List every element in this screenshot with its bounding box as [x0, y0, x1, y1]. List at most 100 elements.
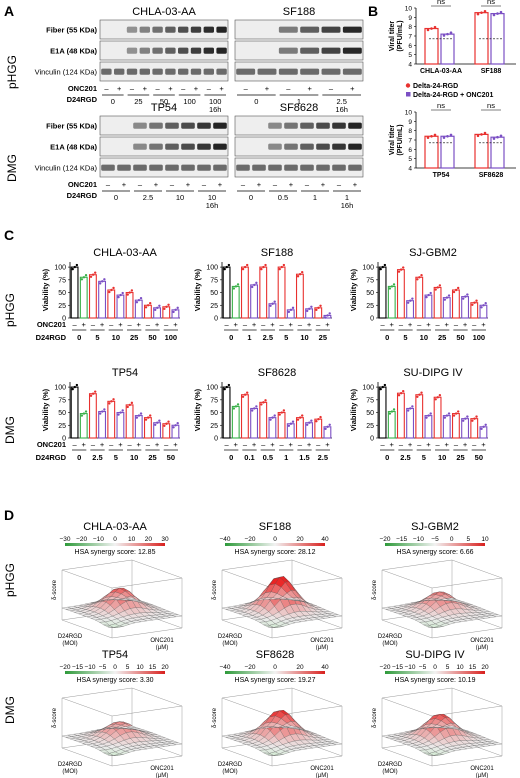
viability-point [137, 414, 141, 417]
viability-point [260, 267, 263, 271]
titer-bar [424, 27, 439, 65]
onc201-label: ONC201 [37, 320, 66, 329]
viability-point [409, 299, 412, 302]
blot-band [126, 47, 138, 54]
blot-strip [234, 19, 364, 40]
viability-point [253, 407, 256, 410]
viability-tick-label: 75 [366, 277, 374, 284]
viability-point [392, 408, 396, 411]
viability-point [425, 295, 428, 299]
onc201-sign: + [481, 440, 486, 449]
blot-band [165, 164, 179, 171]
viability-bar [259, 401, 268, 439]
viability-point [438, 284, 442, 287]
blot-band [213, 164, 227, 171]
viability-point [112, 286, 115, 290]
onc201-sign: – [454, 320, 459, 329]
western-blot-panel: CHLA-03-AA Fiber (55 KDa) E1A (48 KDa) Vinc… [35, 6, 364, 210]
viability-point [82, 276, 86, 279]
blot-strip [234, 61, 364, 82]
viability-tick-label: 75 [210, 397, 218, 404]
titer-tick-label: 10 [405, 6, 413, 13]
box-edge [111, 755, 183, 767]
d24rgd-dose-label: 25 [134, 97, 142, 106]
d24rgd-dose-label: 50 [160, 97, 168, 106]
box-edge [61, 559, 133, 571]
blot-band [278, 47, 298, 54]
viability-title: SU-DIPG IV [403, 367, 463, 379]
onc201-sign: + [463, 440, 468, 449]
onc201-sign: + [234, 320, 239, 329]
viability-point [447, 412, 451, 415]
titer-point [433, 25, 437, 29]
synergy-panel: CHLA-03-AA −30 −20 −10 0 10 20 30 HSA synergy sc… [52, 521, 503, 778]
d24rgd-label: D24RGD [36, 333, 67, 342]
x-axis-label-line: D24RGD [58, 634, 83, 640]
viability-point [310, 419, 313, 422]
onc201-sign: + [173, 440, 178, 449]
viability-point [232, 407, 236, 410]
colorbar-tick: 15 [149, 664, 157, 671]
viability-point [298, 273, 302, 276]
viability-tick-label: 25 [58, 423, 66, 430]
viability-point [278, 413, 281, 416]
blot-band [316, 143, 330, 150]
viability-point [427, 414, 430, 417]
d24rgd-dose-label: 100 [183, 97, 196, 106]
blot-band [316, 164, 330, 171]
viability-point [291, 306, 295, 310]
titer-point [446, 134, 449, 138]
viability-point [73, 265, 76, 269]
viability-point [480, 427, 483, 431]
box-edge [221, 697, 273, 717]
panel-letter-a: A [4, 3, 14, 19]
viability-bar [387, 285, 396, 319]
titer-point [483, 131, 487, 135]
viability-dose-label: 50 [167, 453, 175, 462]
viability-point [454, 288, 458, 292]
synergy-title: TP54 [102, 649, 128, 661]
viability-point [388, 412, 392, 415]
box-edge [431, 627, 503, 639]
viability-ylabel: Viability (%) [349, 268, 358, 311]
blot-band [348, 164, 362, 171]
onc201-sign: + [390, 440, 395, 449]
blot-band [332, 164, 346, 171]
colorbar-tick: 20 [161, 664, 169, 671]
surface-cell [491, 742, 503, 745]
x-axis-label: D24RGD (MOI) [218, 762, 243, 775]
blot-band [300, 26, 320, 33]
viability-point [154, 423, 157, 426]
viability-point [443, 416, 447, 419]
onc201-sign: + [122, 180, 127, 189]
y-axis-label-line: ONC201 [150, 638, 174, 644]
onc201-sign: + [481, 320, 486, 329]
viability-point [475, 299, 478, 302]
viability-point [241, 267, 245, 271]
viability-point [475, 415, 478, 418]
y-axis-label: ONC201 (μM) [310, 638, 334, 651]
viability-point [73, 385, 76, 389]
panel-letter-b: B [368, 3, 378, 19]
legend-marker [405, 83, 411, 88]
titer-point [449, 133, 453, 137]
viability-title: SF188 [261, 247, 293, 259]
d24rgd-dose-label: 10 16h [206, 193, 219, 210]
viability-bar [259, 266, 268, 319]
viability-bar [378, 386, 387, 439]
blot-band [278, 26, 298, 33]
blot-band [321, 26, 341, 33]
blot-title: SF188 [283, 6, 315, 18]
onc201-sign: – [170, 180, 175, 189]
titer-point [480, 11, 483, 14]
surface-cell [331, 742, 343, 745]
viability-point [135, 416, 139, 419]
y-axis-label-line: ONC201 [310, 766, 334, 772]
viability-point [296, 418, 300, 421]
viability-point [71, 267, 74, 271]
onc201-sign: + [289, 180, 294, 189]
d24rgd-dose-label-line: 0 [111, 97, 115, 106]
viability-title: SJ-GBM2 [409, 247, 457, 259]
onc201-sign: + [289, 320, 294, 329]
viability-tick-label: 100 [54, 385, 66, 392]
